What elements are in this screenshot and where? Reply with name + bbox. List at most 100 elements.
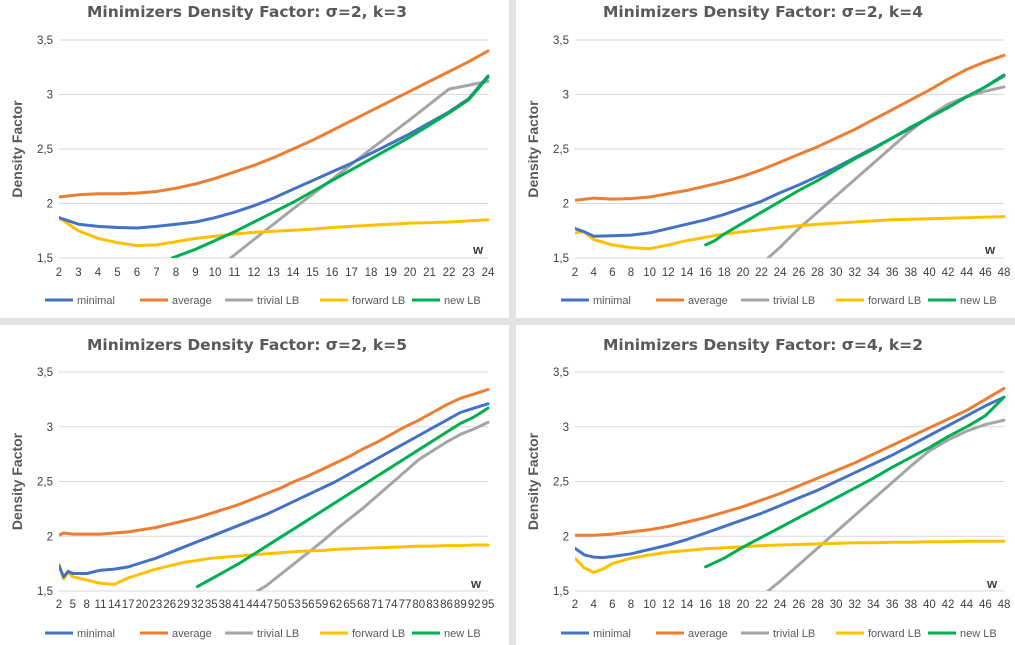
x-tick-label: 12 xyxy=(248,267,261,279)
x-tick-label: 6 xyxy=(609,599,615,611)
x-tick-label: 9 xyxy=(192,267,198,279)
x-axis-label: w xyxy=(470,576,482,591)
chart-title: Minimizers Density Factor: σ=4, k=2 xyxy=(603,336,923,354)
x-tick-label: 30 xyxy=(830,267,843,279)
x-tick-label: 44 xyxy=(960,599,973,611)
x-tick-label: 56 xyxy=(302,599,315,611)
x-tick-label: 6 xyxy=(134,267,140,279)
x-tick-label: 4 xyxy=(590,599,597,611)
x-tick-label: 28 xyxy=(811,599,824,611)
x-tick-label: 30 xyxy=(830,599,843,611)
x-tick-label: 53 xyxy=(288,599,301,611)
y-tick-label: 1,5 xyxy=(553,586,569,598)
x-tick-label: 71 xyxy=(371,599,384,611)
y-tick-label: 2 xyxy=(563,199,569,211)
legend: minimal average trivial LB forward LB new LB xyxy=(45,295,481,307)
x-tick-label: 26 xyxy=(163,599,176,611)
x-tick-label: 10 xyxy=(209,267,222,279)
x-tick-label: 19 xyxy=(384,267,397,279)
x-tick-label: 8 xyxy=(173,267,179,279)
series-line-forward-lb xyxy=(575,539,1006,574)
y-tick-label: 3 xyxy=(563,90,569,102)
series-line-average xyxy=(59,388,490,537)
legend-label-trivial-lb: trivial LB xyxy=(773,628,815,640)
x-tick-label: 2 xyxy=(572,599,578,611)
x-tick-label: 83 xyxy=(426,599,439,611)
series-line-new-lb xyxy=(170,75,490,258)
x-tick-label: 22 xyxy=(755,599,768,611)
legend-label-forward-lb: forward LB xyxy=(868,628,921,640)
series-line-trivial-lb xyxy=(255,420,490,591)
x-tick-label: 2 xyxy=(56,267,62,279)
legend-label-new-lb: new LB xyxy=(444,628,481,640)
legend-label-average: average xyxy=(688,628,728,640)
legend-label-forward-lb: forward LB xyxy=(352,628,405,640)
series-line-forward-lb xyxy=(59,543,490,586)
y-tick-label: 3,5 xyxy=(553,367,569,379)
x-tick-label: 68 xyxy=(357,599,370,611)
x-tick-label: 20 xyxy=(136,599,149,611)
legend-label-minimal: minimal xyxy=(593,628,631,640)
x-tick-label: 22 xyxy=(443,267,456,279)
x-tick-label: 24 xyxy=(774,267,787,279)
x-tick-label: 41 xyxy=(233,599,246,611)
series-line-forward-lb xyxy=(59,216,490,247)
legend-label-minimal: minimal xyxy=(77,295,115,307)
x-tick-label: 11 xyxy=(229,267,241,279)
x-tick-label: 62 xyxy=(329,599,342,611)
y-tick-label: 3 xyxy=(563,422,569,434)
chart-svg: Minimizers Density Factor: σ=2, k=51,522… xyxy=(9,336,495,640)
series-line-new-lb xyxy=(195,406,490,589)
x-tick-label: 10 xyxy=(643,267,656,279)
legend: minimal average trivial LB forward LB new LB xyxy=(561,295,997,307)
x-tick-label: 40 xyxy=(923,267,936,279)
legend-label-new-lb: new LB xyxy=(444,295,481,307)
legend-label-forward-lb: forward LB xyxy=(352,295,405,307)
x-tick-label: 8 xyxy=(628,267,634,279)
x-tick-label: 6 xyxy=(609,267,615,279)
y-tick-label: 2 xyxy=(47,531,53,543)
series-group xyxy=(59,388,490,591)
x-tick-label: 2 xyxy=(56,599,62,611)
legend-label-forward-lb: forward LB xyxy=(868,295,921,307)
x-tick-label: 17 xyxy=(122,599,135,611)
x-tick-label: 35 xyxy=(205,599,218,611)
chart-panel-s2-k5: Minimizers Density Factor: σ=2, k=5 1,5 2 2… xyxy=(0,325,509,645)
x-tick-label: 26 xyxy=(792,267,805,279)
x-tick-label: 18 xyxy=(718,267,731,279)
x-tick-label: 95 xyxy=(482,599,495,611)
x-tick-label: 16 xyxy=(699,267,712,279)
panel-divider-horizontal xyxy=(0,318,1015,325)
chart-title: Minimizers Density Factor: σ=2, k=4 xyxy=(603,3,923,21)
x-tick-label: 34 xyxy=(867,599,880,611)
x-tick-label: 12 xyxy=(662,599,675,611)
y-tick-label: 3,5 xyxy=(37,35,53,47)
chart-panel-s2-k4: Minimizers Density Factor: σ=2, k=4 1,5 2 2… xyxy=(516,0,1015,318)
y-tick-label: 2 xyxy=(47,199,53,211)
x-tick-label: 5 xyxy=(70,599,76,611)
legend: minimal average trivial LB forward LB new LB xyxy=(45,628,481,640)
y-axis-label: Density Factor xyxy=(525,100,541,198)
series-line-average xyxy=(575,53,1006,202)
x-tick-label: 36 xyxy=(886,267,899,279)
series-line-minimal xyxy=(59,402,490,579)
x-tick-label: 65 xyxy=(343,599,356,611)
x-tick-label: 14 xyxy=(681,267,694,279)
x-tick-label: 10 xyxy=(643,599,656,611)
x-tick-label: 36 xyxy=(886,599,899,611)
x-tick-label: 32 xyxy=(848,599,861,611)
x-tick-label: 77 xyxy=(399,599,412,611)
series-line-average xyxy=(575,386,1006,537)
y-tick-label: 2,5 xyxy=(37,144,53,156)
legend-label-trivial-lb: trivial LB xyxy=(257,628,299,640)
series-line-average xyxy=(59,49,490,199)
x-tick-label: 29 xyxy=(177,599,190,611)
y-tick-label: 2,5 xyxy=(553,144,569,156)
y-tick-label: 3 xyxy=(47,422,53,434)
x-tick-label: 16 xyxy=(326,267,339,279)
x-tick-label: 20 xyxy=(736,267,749,279)
series-line-minimal xyxy=(59,74,490,230)
legend-label-average: average xyxy=(172,628,212,640)
x-tick-label: 17 xyxy=(345,267,358,279)
y-tick-label: 1,5 xyxy=(37,586,53,598)
